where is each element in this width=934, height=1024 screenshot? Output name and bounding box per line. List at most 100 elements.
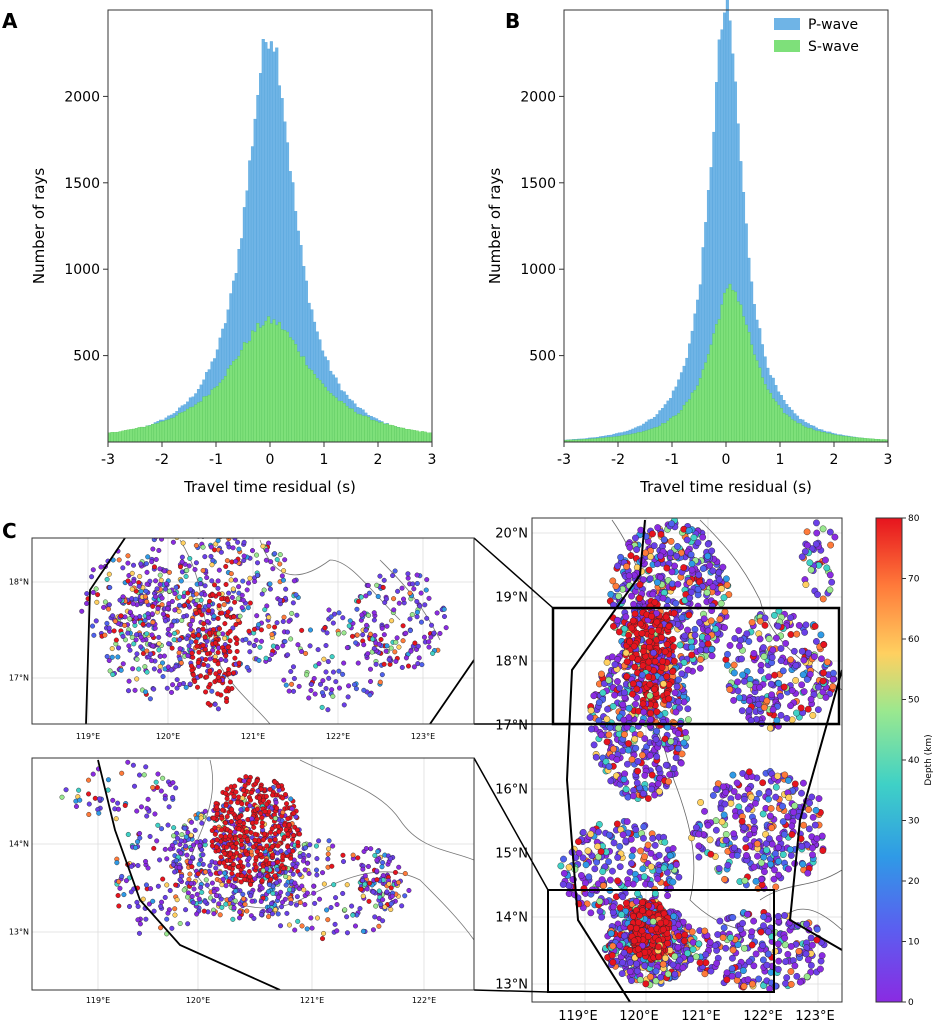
- event-point: [131, 562, 137, 568]
- event-point: [267, 581, 273, 587]
- event-point: [187, 681, 193, 687]
- event-point: [159, 595, 165, 601]
- event-point: [268, 559, 274, 565]
- event-point: [600, 882, 607, 889]
- event-point: [791, 802, 799, 810]
- event-point: [172, 630, 178, 636]
- event-point: [628, 756, 636, 763]
- event-point: [255, 572, 261, 578]
- event-point: [383, 596, 389, 602]
- s-wave-bar: [739, 304, 743, 443]
- event-point: [769, 646, 777, 654]
- event-point: [240, 578, 246, 584]
- event-point: [628, 860, 635, 867]
- event-point: [401, 596, 407, 602]
- event-point: [658, 663, 666, 671]
- event-point: [289, 610, 295, 616]
- event-point: [783, 974, 791, 982]
- event-point: [307, 627, 313, 633]
- event-point: [620, 689, 628, 697]
- s-wave-bar: [151, 424, 155, 443]
- event-point: [182, 825, 188, 831]
- event-point: [656, 574, 664, 581]
- s-wave-bar: [771, 398, 775, 443]
- event-point: [267, 586, 273, 592]
- event-point: [759, 779, 767, 787]
- event-point: [688, 651, 696, 659]
- event-point: [379, 625, 385, 631]
- s-wave-bar: [418, 431, 422, 443]
- event-point: [189, 650, 195, 656]
- event-point: [196, 649, 202, 655]
- event-point: [648, 612, 655, 620]
- event-point: [315, 647, 321, 653]
- event-point: [610, 622, 617, 630]
- event-point: [186, 563, 192, 569]
- event-point: [645, 909, 653, 917]
- event-point: [746, 831, 753, 838]
- event-point: [223, 901, 229, 907]
- event-point: [409, 612, 415, 618]
- s-wave-bar: [310, 370, 314, 443]
- event-point: [232, 599, 238, 605]
- event-point: [636, 581, 644, 589]
- event-point: [215, 578, 221, 584]
- event-point: [101, 604, 107, 610]
- event-point: [236, 584, 242, 590]
- event-point: [687, 551, 695, 559]
- event-point: [701, 970, 709, 978]
- event-point: [198, 673, 204, 679]
- s-wave-bar: [841, 435, 845, 443]
- event-point: [665, 695, 673, 703]
- s-wave-bar: [831, 434, 835, 443]
- event-point: [171, 637, 177, 643]
- lon-label: 122°E: [743, 1009, 783, 1024]
- event-point: [741, 877, 749, 885]
- event-point: [113, 637, 119, 643]
- s-wave-bar: [415, 430, 419, 443]
- event-point: [636, 976, 644, 984]
- event-point: [696, 646, 704, 654]
- event-point: [151, 686, 157, 692]
- event-point: [216, 631, 222, 637]
- event-point: [381, 577, 387, 583]
- event-point: [213, 671, 219, 677]
- event-point: [251, 915, 257, 921]
- event-point: [730, 844, 738, 852]
- s-wave-bar: [852, 437, 856, 443]
- event-point: [208, 544, 214, 550]
- s-wave-bar: [407, 429, 411, 443]
- event-point: [371, 617, 377, 623]
- event-point: [639, 790, 647, 797]
- event-point: [649, 835, 657, 842]
- event-point: [729, 914, 737, 921]
- event-point: [773, 634, 780, 642]
- event-point: [443, 625, 449, 631]
- event-point: [774, 940, 782, 948]
- event-point: [829, 683, 837, 690]
- event-point: [215, 526, 220, 531]
- event-point: [611, 691, 618, 699]
- x-tick-label: -1: [209, 452, 223, 468]
- event-point: [818, 655, 825, 663]
- event-point: [716, 615, 724, 623]
- event-point: [236, 660, 242, 666]
- event-point: [610, 839, 618, 847]
- event-point: [202, 583, 208, 589]
- s-wave-bar: [291, 339, 295, 443]
- event-point: [625, 572, 633, 580]
- event-point: [697, 656, 705, 663]
- s-wave-bar: [836, 435, 840, 443]
- event-point: [605, 676, 613, 684]
- ylabel-a: Number of rays: [30, 168, 48, 284]
- event-point: [706, 938, 714, 946]
- event-point: [223, 563, 229, 569]
- event-point: [637, 620, 645, 628]
- event-point: [363, 593, 369, 599]
- event-point: [201, 662, 207, 668]
- event-point: [388, 645, 394, 651]
- event-point: [154, 586, 160, 592]
- event-point: [609, 942, 617, 950]
- event-point: [281, 614, 287, 620]
- event-point: [695, 842, 703, 850]
